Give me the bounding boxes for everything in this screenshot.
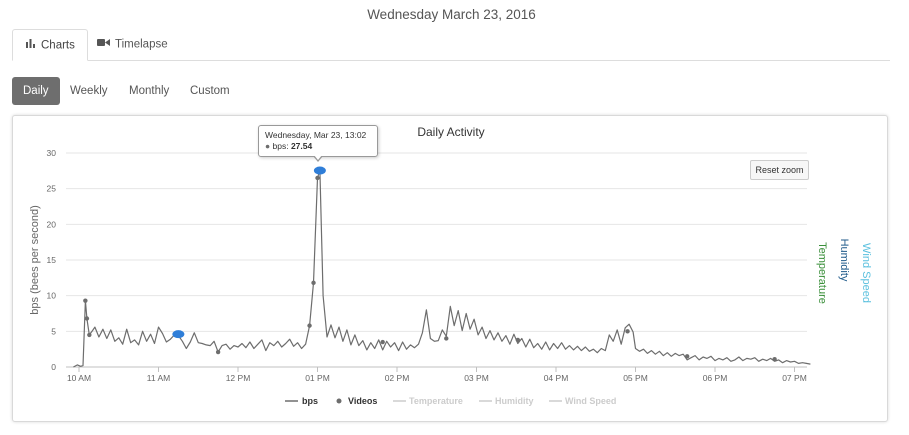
legend-bps[interactable]: bps [302,396,318,406]
video-marker[interactable] [772,356,777,362]
x-tick-label: 04 PM [544,373,569,383]
y-axis-ticks: 0 5 10 15 20 25 30 [47,148,57,372]
legend-videos-swatch [336,398,342,404]
bps-series-line [73,169,811,368]
video-camera-icon [97,29,110,60]
video-marker[interactable] [87,332,92,338]
y-tick-label: 25 [47,184,57,194]
daily-activity-chart[interactable]: Daily Activity 0 5 10 15 20 25 30 10 AM 11 AM 12… [13,116,887,421]
tab-charts[interactable]: Charts [12,29,88,61]
y-tick-label: 0 [51,362,56,372]
view-tabs: Charts Timelapse [12,29,890,61]
chart-grid [66,152,807,368]
x-tick-label: 10 AM [67,373,91,383]
video-marker[interactable] [84,316,90,321]
date-title: Wednesday March 23, 2016 [367,7,536,22]
video-marker[interactable] [311,280,316,286]
tab-timelapse[interactable]: Timelapse [85,29,180,60]
x-tick-label: 07 PM [782,373,807,383]
y-tick-label: 15 [47,255,57,265]
chart-tooltip: Wednesday, Mar 23, 13:02 ● bps: 27.54 [258,125,378,157]
temperature-axis-label: Temperature [816,242,828,304]
x-tick-label: 12 PM [226,373,251,383]
x-tick-label: 06 PM [703,373,728,383]
tooltip-header: Wednesday, Mar 23, 13:02 [265,130,367,140]
reset-zoom-button[interactable]: Reset zoom [750,160,809,180]
tooltip-series-label: bps: [272,141,291,151]
video-marker[interactable] [215,349,221,355]
tooltip-arrow-inner [314,155,322,160]
video-marker[interactable] [625,329,630,334]
videos-series-markers [83,166,777,362]
chart-panel: Daily Activity 0 5 10 15 20 25 30 10 AM 11 AM 12… [12,115,888,422]
tab-timelapse-label: Timelapse [115,38,168,51]
y-tick-label: 30 [47,148,57,158]
video-marker[interactable] [315,175,320,181]
x-tick-label: 02 PM [385,373,410,383]
video-marker[interactable] [380,339,385,345]
y-axis-label: bps (bees per second) [29,205,41,314]
legend-humidity[interactable]: Humidity [495,396,534,406]
y-tick-label: 20 [47,219,57,229]
tooltip-value: 27.54 [290,141,313,151]
video-marker-highlighted[interactable] [313,166,326,175]
chart-title: Daily Activity [417,125,484,139]
period-custom-button[interactable]: Custom [190,85,230,97]
chart-legend: bps Videos Temperature Humidity Wind Spe… [285,396,616,406]
period-monthly-button[interactable]: Monthly [129,85,170,97]
tooltip-row: ● bps: 27.54 [265,141,313,151]
y-tick-label: 10 [47,291,57,301]
legend-videos[interactable]: Videos [348,396,377,406]
video-marker[interactable] [515,337,521,343]
video-marker[interactable] [684,354,690,359]
humidity-axis-label: Humidity [838,239,850,282]
x-tick-label: 11 AM [147,373,170,383]
video-marker-highlighted[interactable] [172,330,185,339]
x-tick-label: 01 PM [305,373,330,383]
x-axis-ticks: 10 AM 11 AM 12 PM 01 PM 02 PM 03 PM 04 PM 05 PM… [67,367,807,383]
period-weekly-button[interactable]: Weekly [70,85,108,97]
video-marker[interactable] [444,336,449,341]
legend-temperature[interactable]: Temperature [409,396,463,406]
wind-speed-axis-label: Wind Speed [860,243,872,303]
video-marker[interactable] [83,298,88,303]
y-tick-label: 5 [51,326,56,336]
legend-wind-speed[interactable]: Wind Speed [565,396,616,406]
tab-charts-label: Charts [41,39,75,52]
period-daily-button[interactable]: Daily [12,77,60,105]
bar-chart-icon [25,30,36,61]
video-marker[interactable] [307,323,312,328]
x-tick-label: 05 PM [623,373,648,383]
x-tick-label: 03 PM [464,373,489,383]
